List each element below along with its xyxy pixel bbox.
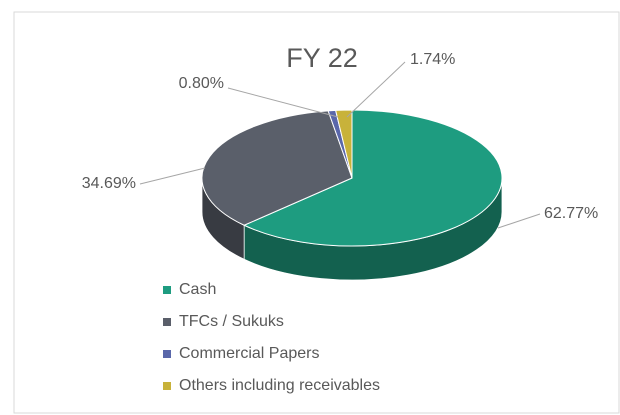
data-label: 34.69% bbox=[82, 175, 136, 192]
legend-swatch bbox=[163, 350, 171, 358]
legend-label: TFCs / Sukuks bbox=[179, 313, 284, 330]
data-label: 1.74% bbox=[410, 51, 455, 68]
legend-swatch bbox=[163, 318, 171, 326]
legend-label: Commercial Papers bbox=[179, 345, 319, 362]
chart-title: FY 22 bbox=[286, 43, 358, 73]
slice bbox=[242, 109, 503, 247]
leader-line bbox=[497, 213, 541, 229]
slice bbox=[335, 109, 353, 179]
slice bbox=[201, 110, 353, 226]
legend-label: Cash bbox=[179, 281, 216, 298]
leader-line bbox=[139, 167, 206, 185]
legend-swatch bbox=[163, 286, 171, 294]
leader-line bbox=[227, 87, 339, 118]
legend-swatch bbox=[163, 382, 171, 390]
leader-line bbox=[346, 61, 406, 118]
legend-label: Others including receivables bbox=[179, 377, 380, 394]
data-label: 0.80% bbox=[179, 75, 224, 92]
data-label: 62.77% bbox=[544, 205, 598, 222]
